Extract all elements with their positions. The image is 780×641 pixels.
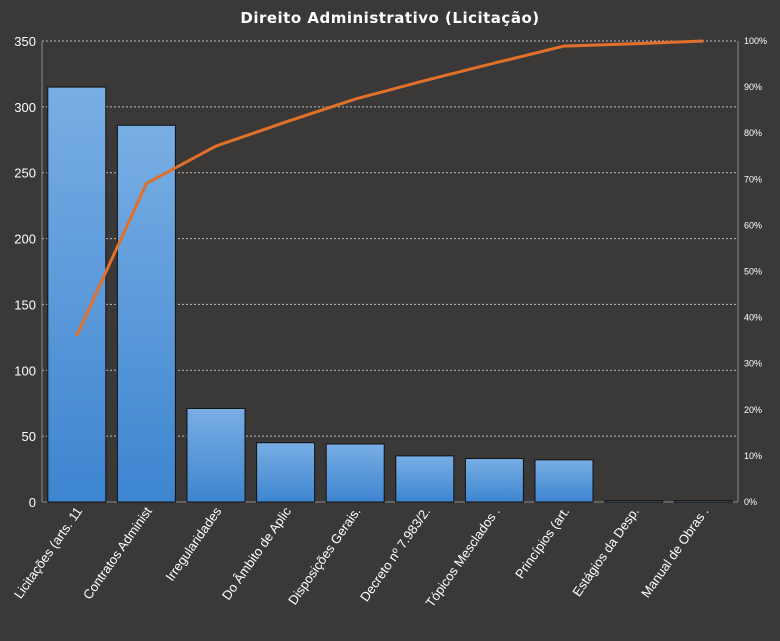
- category-label: Contratos Administ: [80, 504, 155, 602]
- category-label: Irregularidades: [162, 504, 224, 584]
- category-label: Estágios da Desp.: [569, 504, 642, 599]
- category-label: Licitações (arts. 11: [11, 504, 85, 601]
- cumulative-line: [75, 39, 704, 337]
- left-tick-label: 50: [22, 429, 36, 444]
- left-axis-ticks: 0 50 100 150 200 250 300 350: [14, 34, 36, 510]
- left-tick-label: 200: [14, 232, 36, 247]
- left-tick-label: 0: [29, 495, 36, 510]
- right-tick-label: 40%: [744, 313, 762, 323]
- right-tick-label: 20%: [744, 405, 762, 415]
- category-label: Do Âmbito de Aplic: [219, 504, 295, 603]
- left-tick-label: 250: [14, 166, 36, 181]
- right-tick-label: 50%: [744, 267, 762, 277]
- category-label: Decreto nº 7.983/2.: [357, 504, 433, 604]
- bar: [673, 500, 733, 503]
- right-tick-label: 70%: [744, 174, 762, 184]
- right-axis-ticks: 0% 10% 20% 30% 40% 50% 60% 70% 80% 90% 100%: [744, 36, 767, 507]
- category-label: Manual de Obras .: [638, 504, 712, 600]
- right-tick-label: 80%: [744, 128, 762, 138]
- chart-title: Direito Administrativo (Licitação): [240, 9, 539, 27]
- right-tick-label: 90%: [744, 82, 762, 92]
- bar: [186, 407, 246, 503]
- category-label: Disposições Gerais.: [285, 504, 364, 607]
- category-label: Tópicos Mesclados .: [423, 504, 503, 610]
- right-tick-label: 60%: [744, 220, 762, 230]
- bars: [47, 86, 733, 503]
- right-tick-label: 10%: [744, 451, 762, 461]
- right-tick-label: 100%: [744, 36, 767, 46]
- right-tick-label: 30%: [744, 359, 762, 369]
- category-label: Princípios (art.: [512, 504, 572, 581]
- bar: [464, 458, 524, 503]
- bar: [604, 500, 664, 503]
- bar: [395, 455, 455, 503]
- bar: [256, 442, 316, 503]
- cumulative-percent-line: [75, 39, 704, 337]
- bar: [325, 443, 385, 503]
- left-tick-label: 150: [14, 297, 36, 312]
- bar: [116, 124, 176, 503]
- left-tick-label: 300: [14, 100, 36, 115]
- left-tick-label: 100: [14, 363, 36, 378]
- bar: [534, 459, 594, 503]
- right-tick-label: 0%: [744, 497, 757, 507]
- left-tick-label: 350: [14, 34, 36, 49]
